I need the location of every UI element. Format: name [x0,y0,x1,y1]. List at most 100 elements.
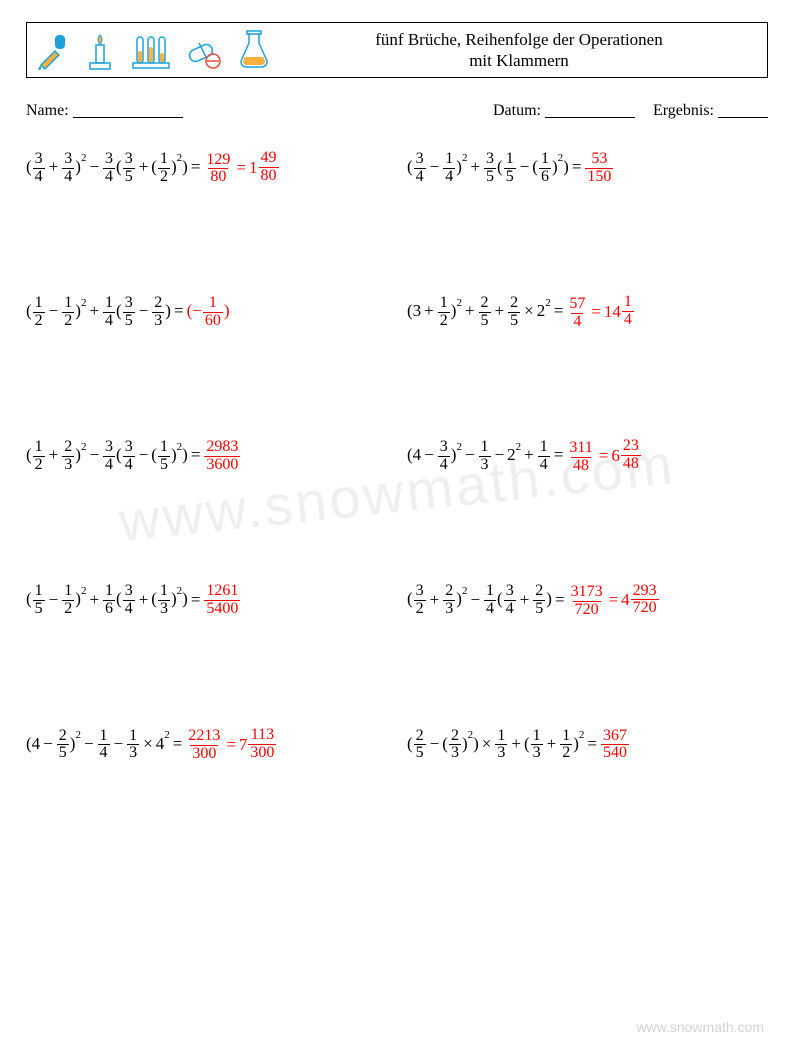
math-text: ( [407,157,413,176]
score-label: Ergebnis: [653,102,714,119]
fraction: 16 [103,583,115,618]
operator: − [49,302,59,319]
fraction: 29833600 [204,439,240,474]
fraction: 23 [449,728,461,763]
denominator: 5400 [204,600,240,618]
numerator: 1 [127,728,139,745]
numerator: 1 [158,583,170,600]
math-text: ) [165,301,171,320]
flask-icon [237,29,271,71]
denominator: 5 [33,600,45,618]
denominator: 5 [508,312,520,330]
answer: 2213300=7113300 [185,727,277,763]
problem-5: (12+23)2−34(34−(15)2)=29833600 [26,438,387,474]
denominator: 48 [571,457,591,475]
fraction: 14 [98,728,110,763]
exponent: 2 [462,585,468,597]
operator: − [430,735,440,752]
math-text: ( [524,734,530,753]
math-text: ( [497,590,503,609]
denominator: 3 [495,744,507,762]
denominator: 300 [190,745,218,763]
numerator: 1 [62,295,74,312]
operator: + [524,446,534,463]
fraction: 12 [33,439,45,474]
numerator: 1 [622,294,634,311]
denominator: 2 [33,312,45,330]
numerator: 2 [533,583,545,600]
denominator: 4 [103,456,115,474]
fraction: 12980 [204,152,232,187]
numerator: 1261 [204,583,240,600]
operator: = [609,591,619,608]
fraction: 2213300 [186,728,222,763]
math-text: ) [171,445,177,464]
operator: + [430,591,440,608]
math-text: ( [151,157,157,176]
numerator: 2 [479,295,491,312]
operator: + [547,735,557,752]
fraction: 23 [62,439,74,474]
operator: = [599,447,609,464]
name-blank[interactable] [73,101,183,118]
denominator: 4 [504,600,516,618]
expression: (12−12)2+14(35−23)= [26,295,187,330]
math-text: ( [116,301,122,320]
problem-3: (12−12)2+14(35−23)=(−160) [26,294,387,330]
fraction: 12 [438,295,450,330]
problem-1: (34+34)2−34(35+(12)2)=12980=14980 [26,150,387,186]
expression: (15−12)2+16(34+(13)2)= [26,583,203,618]
operator: − [424,446,434,463]
numerator: 2983 [204,439,240,456]
math-text: (4 [26,734,40,753]
math-text: (3 [407,301,421,320]
operator: + [470,158,480,175]
numerator: 293 [631,583,659,600]
mixed-number: 14980 [249,150,280,185]
fraction: 34 [62,151,74,186]
exponent: 2 [81,585,87,597]
math-text: ( [497,157,503,176]
denominator: 540 [601,744,629,762]
denominator: 4 [438,456,450,474]
numerator: 1 [98,728,110,745]
math-text: ( [26,157,32,176]
score-blank[interactable] [718,101,768,118]
denominator: 720 [631,599,659,617]
operator: − [470,591,480,608]
numerator: 1 [207,295,219,312]
denominator: 5 [123,168,135,186]
operator: = [554,446,564,463]
denominator: 4 [443,168,455,186]
fraction: 35 [123,151,135,186]
denominator: 5 [504,168,516,186]
operator: = [555,591,565,608]
fraction: 15 [504,151,516,186]
math-text: ) [182,157,188,176]
fraction: 367540 [601,728,629,763]
fraction: 12 [560,728,572,763]
date-blank[interactable] [545,101,635,118]
numerator: 1 [103,583,115,600]
operator: + [495,302,505,319]
denominator: 2 [33,456,45,474]
denominator: 5 [414,744,426,762]
numerator: 1 [443,151,455,168]
fraction: 14 [484,583,496,618]
problem-7: (15−12)2+16(34+(13)2)=12615400 [26,583,387,619]
fraction: 53150 [585,151,613,186]
expression: (34+34)2−34(35+(12)2)= [26,151,203,186]
fraction: 14 [103,295,115,330]
answer: 574=1414 [566,294,635,330]
fraction: 23 [443,583,455,618]
operator: = [572,158,582,175]
fraction: 13 [127,728,139,763]
operator: − [89,446,99,463]
numerator: 1 [33,439,45,456]
numerator: 1 [33,583,45,600]
denominator: 4 [123,600,135,618]
math-text: ( [26,590,32,609]
fraction: 15 [33,583,45,618]
expression: (4−34)2−13−22+14= [407,439,566,474]
exponent: 2 [177,441,183,453]
